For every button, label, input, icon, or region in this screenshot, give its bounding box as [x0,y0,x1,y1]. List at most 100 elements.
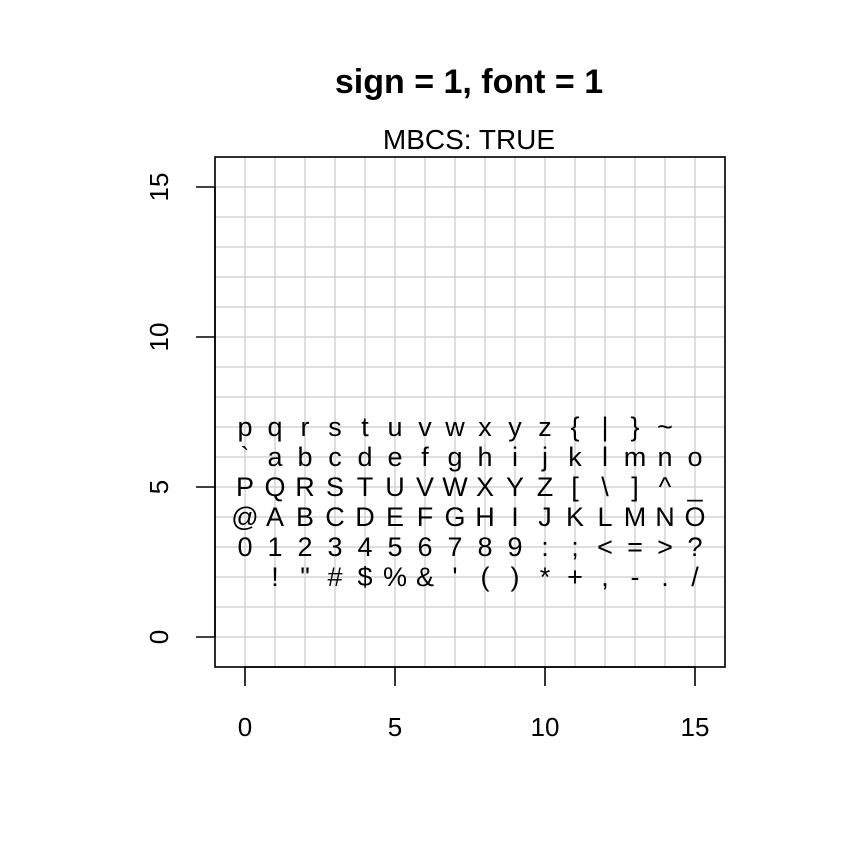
plot-frame [214,156,726,668]
glyph-point: # [327,562,342,592]
glyph-point: > [657,532,673,562]
glyph-point: ] [631,472,639,502]
glyph-point: s [328,412,342,442]
glyph-point: I [511,502,519,532]
glyph-point: L [597,502,612,532]
glyph-point: P [236,472,254,502]
glyph-point: T [357,472,374,502]
glyph-point: ? [687,532,702,562]
x-tick-label: 0 [238,712,252,742]
glyph-point: B [296,502,314,532]
glyph-point: p [237,412,252,442]
glyph-point: d [357,442,372,472]
glyph-point: J [538,502,552,532]
glyph-point: z [538,412,552,442]
glyph-point: l [602,442,608,472]
glyph-point: F [417,502,434,532]
glyph-point: m [624,442,647,472]
y-tick-label: 0 [144,630,174,644]
glyph-point: x [478,412,492,442]
glyph-point: ` [241,442,250,472]
glyph-point: S [326,472,344,502]
glyph-point: D [355,502,375,532]
glyph-point: ~ [657,412,673,442]
x-tick-label: 10 [531,712,560,742]
glyph-point: Z [537,472,554,502]
glyph-point: R [295,472,315,502]
glyph-point: 5 [387,532,402,562]
glyph-point: * [540,562,551,592]
glyph-point: , [601,562,609,592]
glyph-point: $ [357,562,372,592]
x-tick-label: 5 [388,712,402,742]
glyph-point: g [447,442,462,472]
y-tick-label: 5 [144,480,174,494]
glyph-point: ^ [659,472,672,502]
chart-title: sign = 1, font = 1 [335,63,603,101]
glyph-point: 8 [477,532,492,562]
glyph-point: + [567,562,583,592]
glyph-point: & [416,562,434,592]
glyph-point: Q [264,472,285,502]
glyph-point: : [541,532,549,562]
glyph-point: y [508,412,522,442]
glyph-point: ) [511,562,520,592]
glyph-point: = [627,532,643,562]
glyph-point: w [444,412,465,442]
x-tick-label: 15 [681,712,710,742]
glyph-point: ' [452,562,457,592]
glyph-point: W [442,472,468,502]
glyph-point: O [684,502,705,532]
glyph-point: < [597,532,613,562]
glyph-point: A [266,502,284,532]
chart-subtitle: MBCS: TRUE [383,124,555,155]
glyph-point: k [568,442,582,472]
glyph-point: " [300,562,310,592]
glyph-point: E [386,502,404,532]
glyph-point: 2 [297,532,312,562]
glyph-point: [ [571,472,579,502]
glyph-point: 4 [357,532,372,562]
glyph-point: . [661,562,669,592]
glyph-point: j [541,442,548,472]
glyph-layer: ! " # $% & ' () * +, -. / 0 1 2 3 4 5 6 7 8 9:; < = > ? @ A B C D E F G H… [231,412,705,592]
glyph-point: G [444,502,465,532]
glyph-point: _ [686,472,703,502]
glyph-point: { [570,412,579,442]
glyph-point: r [301,412,310,442]
glyph-point: - [631,562,640,592]
glyph-point: ; [571,532,579,562]
glyph-point: \ [601,472,609,502]
glyph-point: N [655,502,675,532]
glyph-point: a [267,442,283,472]
glyph-point: C [325,502,345,532]
y-tick-label: 15 [144,173,174,202]
glyph-point: % [383,562,407,592]
glyph-point: Y [506,472,524,502]
glyph-point: n [657,442,672,472]
glyph-point: M [624,502,647,532]
glyph-point: 3 [327,532,342,562]
glyph-point: X [476,472,494,502]
glyph-point: K [566,502,584,532]
glyph-point: } [630,412,639,442]
glyph-point: o [687,442,702,472]
glyph-point: V [416,472,434,502]
glyph-point: H [475,502,495,532]
glyph-point: e [387,442,402,472]
glyph-point: 9 [507,532,522,562]
glyph-point: q [267,412,282,442]
y-tick-label: 10 [144,323,174,352]
y-axis: 0 5 10 15 [144,173,216,644]
glyph-point: i [512,442,518,472]
glyph-point: 1 [267,532,282,562]
glyph-point: t [361,412,369,442]
glyph-point: ( [481,562,490,592]
glyph-point: | [601,412,608,442]
glyph-point: 6 [417,532,432,562]
glyph-point: v [418,412,432,442]
glyph-point: h [477,442,492,472]
x-axis: 0 5 10 15 [238,666,710,742]
glyph-point: b [297,442,312,472]
